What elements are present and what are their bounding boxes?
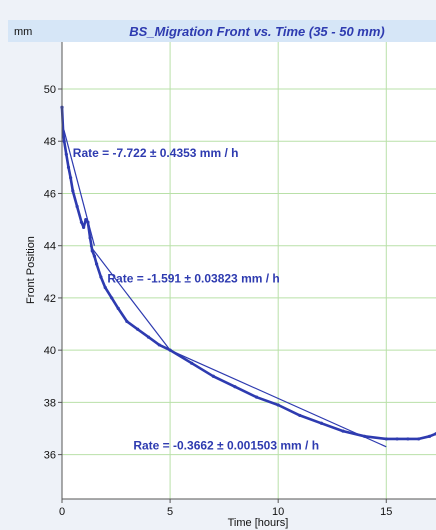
data-point [103, 285, 107, 290]
data-point [168, 348, 172, 352]
x-tick-label: 10 [272, 506, 284, 518]
data-point [82, 225, 86, 230]
chart-title: BS_Migration Front vs. Time (35 - 50 mm) [129, 24, 384, 39]
axes [58, 42, 436, 503]
data-point [190, 361, 194, 365]
x-tick-label: 15 [380, 506, 392, 518]
data-point [94, 262, 99, 266]
title-band [8, 20, 436, 42]
rate-annotation: Rate = -7.722 ± 0.4353 mm / h [73, 146, 239, 160]
rate-annotation: Rate = -0.3662 ± 0.001503 mm / h [133, 438, 319, 452]
data-point [298, 413, 302, 418]
y-tick-label: 44 [44, 241, 56, 253]
y-tick-label: 38 [44, 397, 56, 409]
data-point [90, 249, 94, 253]
data-point [92, 254, 97, 258]
data-point [406, 437, 410, 441]
data-point [99, 275, 103, 279]
data-point [125, 319, 129, 324]
data-point [136, 327, 140, 331]
data-point [69, 176, 73, 180]
data-point [384, 437, 388, 441]
x-axis-title: Time [hours] [228, 517, 289, 529]
data-point [66, 165, 71, 169]
data-point [116, 306, 120, 310]
data-point [71, 189, 75, 193]
annotations: Rate = -7.722 ± 0.4353 mm / h Rate = -1.5… [73, 146, 319, 452]
y-tick-label: 36 [44, 450, 56, 462]
data-point [86, 220, 90, 224]
y-tick-label: 46 [44, 188, 56, 200]
fit-line [89, 245, 171, 351]
data-point [341, 429, 345, 433]
rate-annotation: Rate = -1.591 ± 0.03823 mm / h [107, 271, 279, 285]
x-tick-label: 5 [167, 506, 173, 518]
data-point [110, 296, 114, 300]
y-axis-title: Front Position [25, 236, 37, 304]
y-tick-label: 50 [44, 84, 56, 96]
x-tick-label: 0 [59, 506, 65, 518]
data-point [319, 421, 324, 425]
y-axis-unit-label: mm [14, 26, 32, 38]
data-point [254, 395, 259, 399]
tick-labels: 36 38 40 42 44 46 48 50 0 5 10 15 [44, 84, 393, 518]
y-tick-label: 48 [44, 136, 56, 148]
fit-line [169, 349, 387, 448]
data-point [211, 374, 215, 378]
data-point [75, 204, 79, 209]
data-point [417, 437, 421, 441]
data-point [233, 385, 237, 389]
data-point [427, 434, 432, 438]
data-point [88, 236, 92, 240]
grid [62, 42, 436, 499]
data-point [146, 335, 151, 339]
data-point [395, 437, 399, 441]
series-line [60, 106, 436, 441]
data-point [363, 434, 367, 438]
data-point [157, 343, 161, 347]
y-tick-label: 42 [44, 293, 56, 305]
data-point [84, 217, 88, 222]
data-point [276, 403, 280, 407]
y-tick-label: 40 [44, 345, 56, 357]
data-point [79, 220, 84, 224]
data-point [62, 139, 66, 143]
plot-area [62, 42, 436, 499]
data-point [64, 152, 68, 156]
